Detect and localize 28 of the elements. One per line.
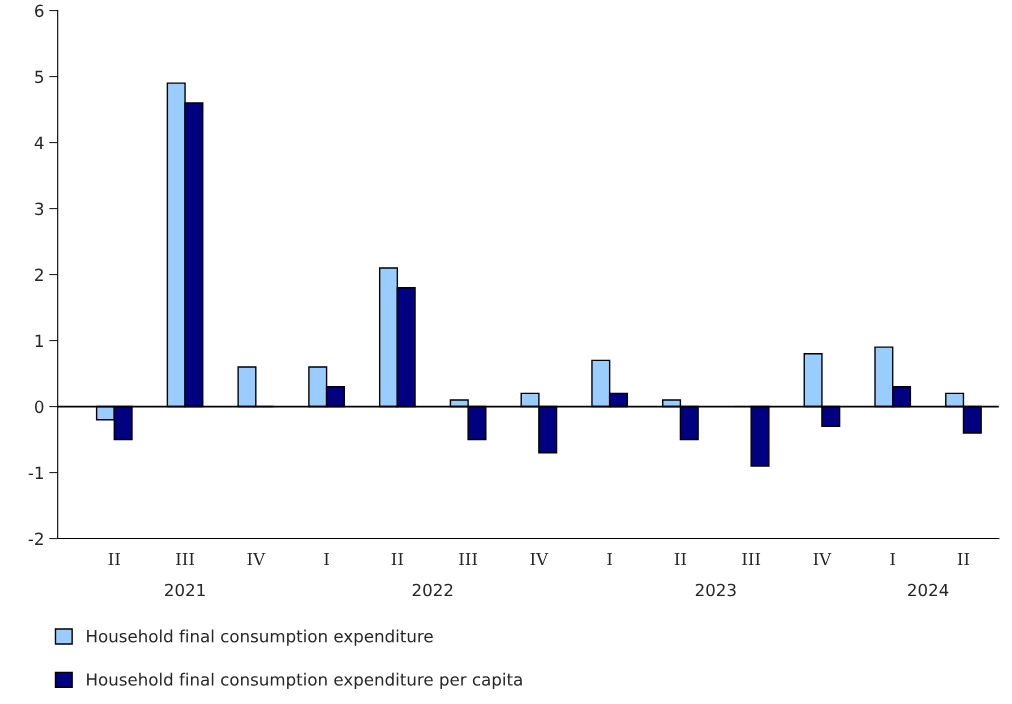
- x-tick-label: II: [108, 552, 120, 566]
- y-tick-label: 2: [35, 268, 43, 281]
- x-tick-label: II: [957, 552, 970, 566]
- legend-label: Household final consumption expenditure: [87, 629, 433, 646]
- x-tick-label: IV: [813, 552, 832, 566]
- text: 2021: [165, 583, 205, 597]
- y-tick-label: 4: [34, 136, 44, 149]
- x-tick-label: II: [674, 552, 687, 566]
- y-tick-label: 5: [35, 70, 44, 84]
- text: 2024: [908, 583, 949, 597]
- x-tick-label: IV: [247, 552, 266, 566]
- y-tick-label: 6: [35, 4, 44, 18]
- y-tick-label: 3: [35, 202, 44, 216]
- text: 2022: [412, 583, 453, 597]
- x-tick-label: III: [459, 552, 478, 566]
- x-tick-label: III: [176, 552, 195, 566]
- y-tick-label: -2: [28, 532, 43, 545]
- x-tick-label: I: [324, 552, 329, 566]
- x-tick-label: I: [607, 552, 613, 566]
- x-tick-label: III: [742, 552, 761, 566]
- legend-label: Household final consumption expenditure per capita: [87, 672, 522, 689]
- y-tick-label: 0: [34, 400, 44, 414]
- text: 2023: [695, 583, 736, 597]
- x-tick-label: II: [391, 552, 404, 566]
- y-tick-label: 1: [35, 334, 43, 347]
- x-tick-label: I: [890, 552, 896, 566]
- x-tick-label: IV: [530, 552, 549, 566]
- y-tick-label: -1: [28, 466, 43, 479]
